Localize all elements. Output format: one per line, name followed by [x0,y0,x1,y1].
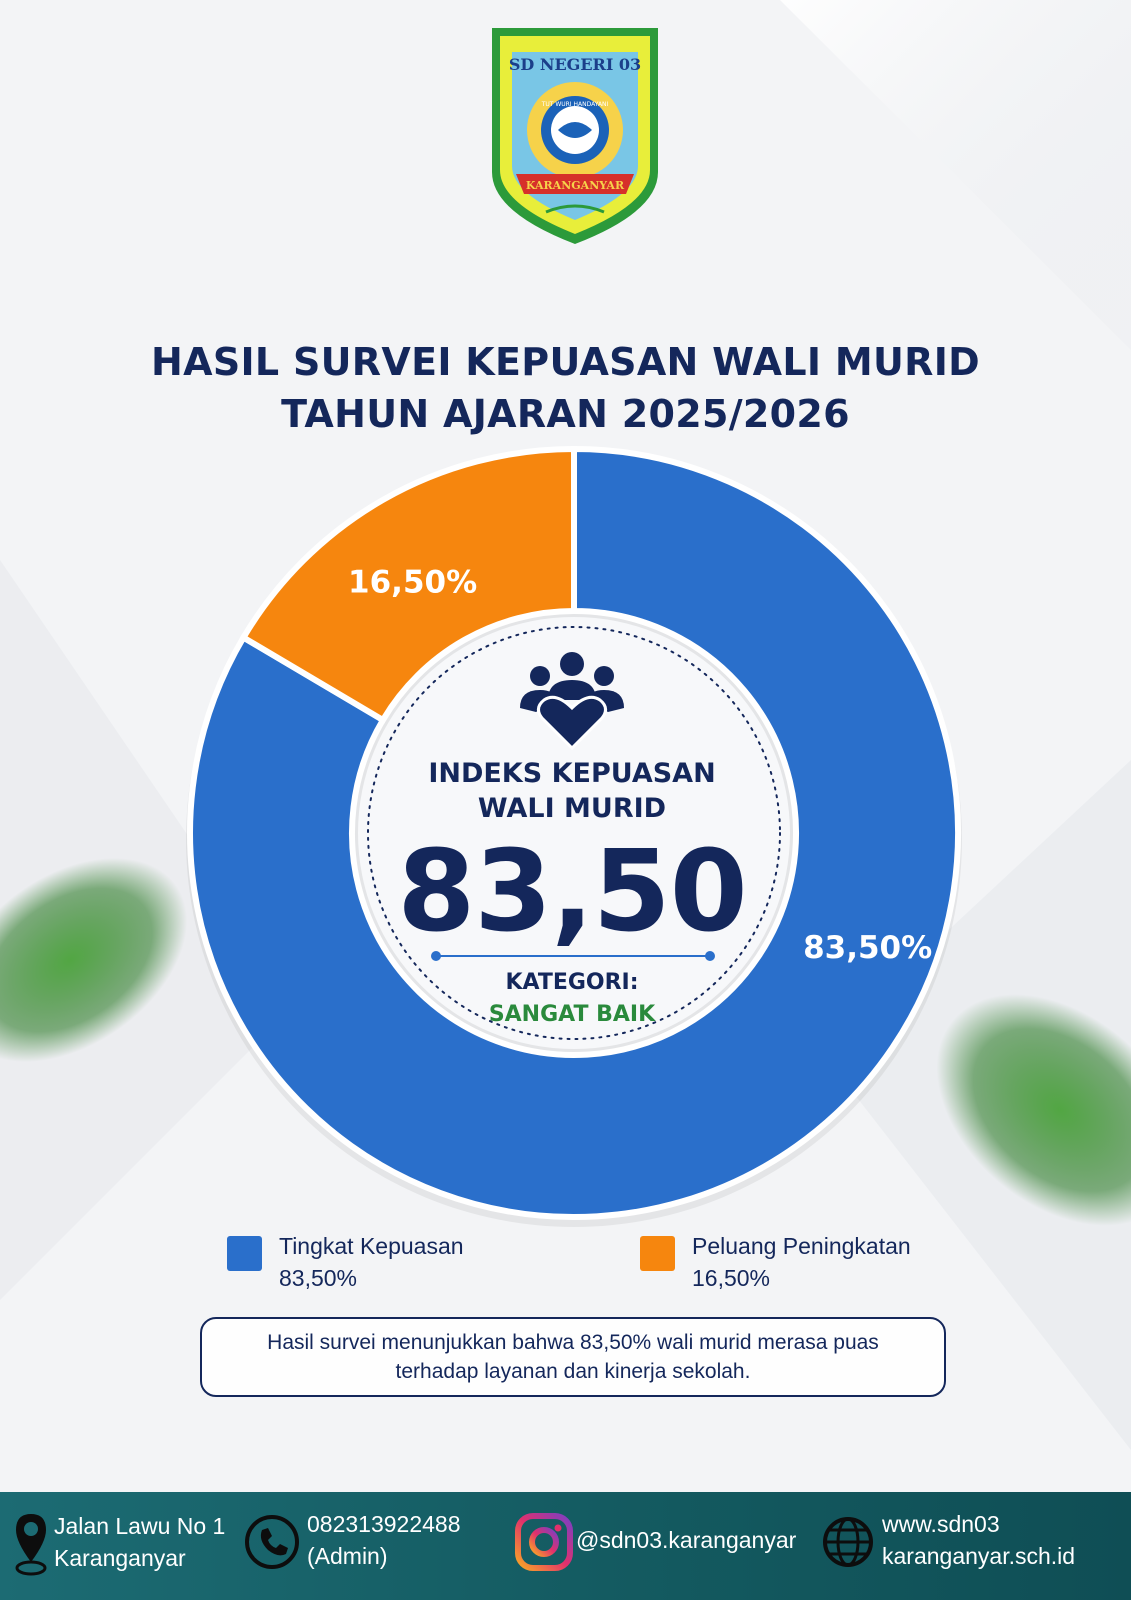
index-value: 83,50 [397,827,747,957]
category-value: SANGAT BAIK [488,1002,656,1027]
summary-note: Hasil survei menunjukkan bahwa 83,50% wa… [200,1317,946,1397]
dotted-ring [367,626,781,1040]
donut-hole [358,617,790,1049]
location-pin-icon [15,1514,47,1576]
globe-icon [823,1517,873,1567]
index-label-line-2: WALI MURID [477,793,667,824]
instagram-handle[interactable]: @sdn03.karanganyar [576,1527,797,1553]
legend-label: Peluang Peningkatan [692,1233,911,1259]
svg-text:SD NEGERI 03: SD NEGERI 03 [509,55,641,74]
legend-swatch [227,1236,262,1271]
index-label: INDEKS KEPUASAN WALI MURID [356,756,788,826]
website-line-2[interactable]: karanganyar.sch.id [882,1543,1076,1569]
svg-text:KARANGANYAR: KARANGANYAR [526,179,625,192]
phone-icon [245,1515,299,1569]
center-panel: INDEKS KEPUASAN WALI MURID 83,50 KATEGOR… [356,620,788,1060]
people-heart-icon [520,652,624,750]
title-line-1: HASIL SURVEI KEPUASAN WALI MURID [151,340,980,384]
school-logo: SD NEGERI 03 TUT WURI HANDAYANI KARANGAN… [492,28,658,244]
center-divider [431,951,715,961]
legend-label: Tingkat Kepuasan [279,1233,464,1259]
index-label-line-1: INDEKS KEPUASAN [428,758,716,789]
address-line-2: Karanganyar [54,1545,186,1571]
legend-value: 16,50% [692,1265,771,1291]
page-title: HASIL SURVEI KEPUASAN WALI MURID TAHUN A… [0,336,1131,440]
slice-label: 83,50% [803,930,932,966]
slice-label: 16,50% [348,564,477,600]
legend-value: 83,50% [279,1265,358,1291]
donut-slice-kepuasan [187,445,961,1220]
legend-swatch [640,1236,675,1271]
phone-number: 082313922488 [307,1511,461,1537]
instagram-icon [515,1513,573,1571]
svg-text:TUT WURI HANDAYANI: TUT WURI HANDAYANI [541,101,609,108]
category-label: KATEGORI: [505,970,639,995]
phone-label: (Admin) [307,1543,388,1569]
footer: Jalan Lawu No 1 Karanganyar 082313922488… [0,1492,1131,1600]
website-line-1[interactable]: www.sdn03 [882,1511,1000,1537]
title-line-2: TAHUN AJARAN 2025/2026 [281,392,850,436]
address-line-1: Jalan Lawu No 1 [54,1513,226,1539]
donut-slice-peluang [239,445,577,725]
summary-text: Hasil survei menunjukkan bahwa 83,50% wa… [267,1331,879,1383]
